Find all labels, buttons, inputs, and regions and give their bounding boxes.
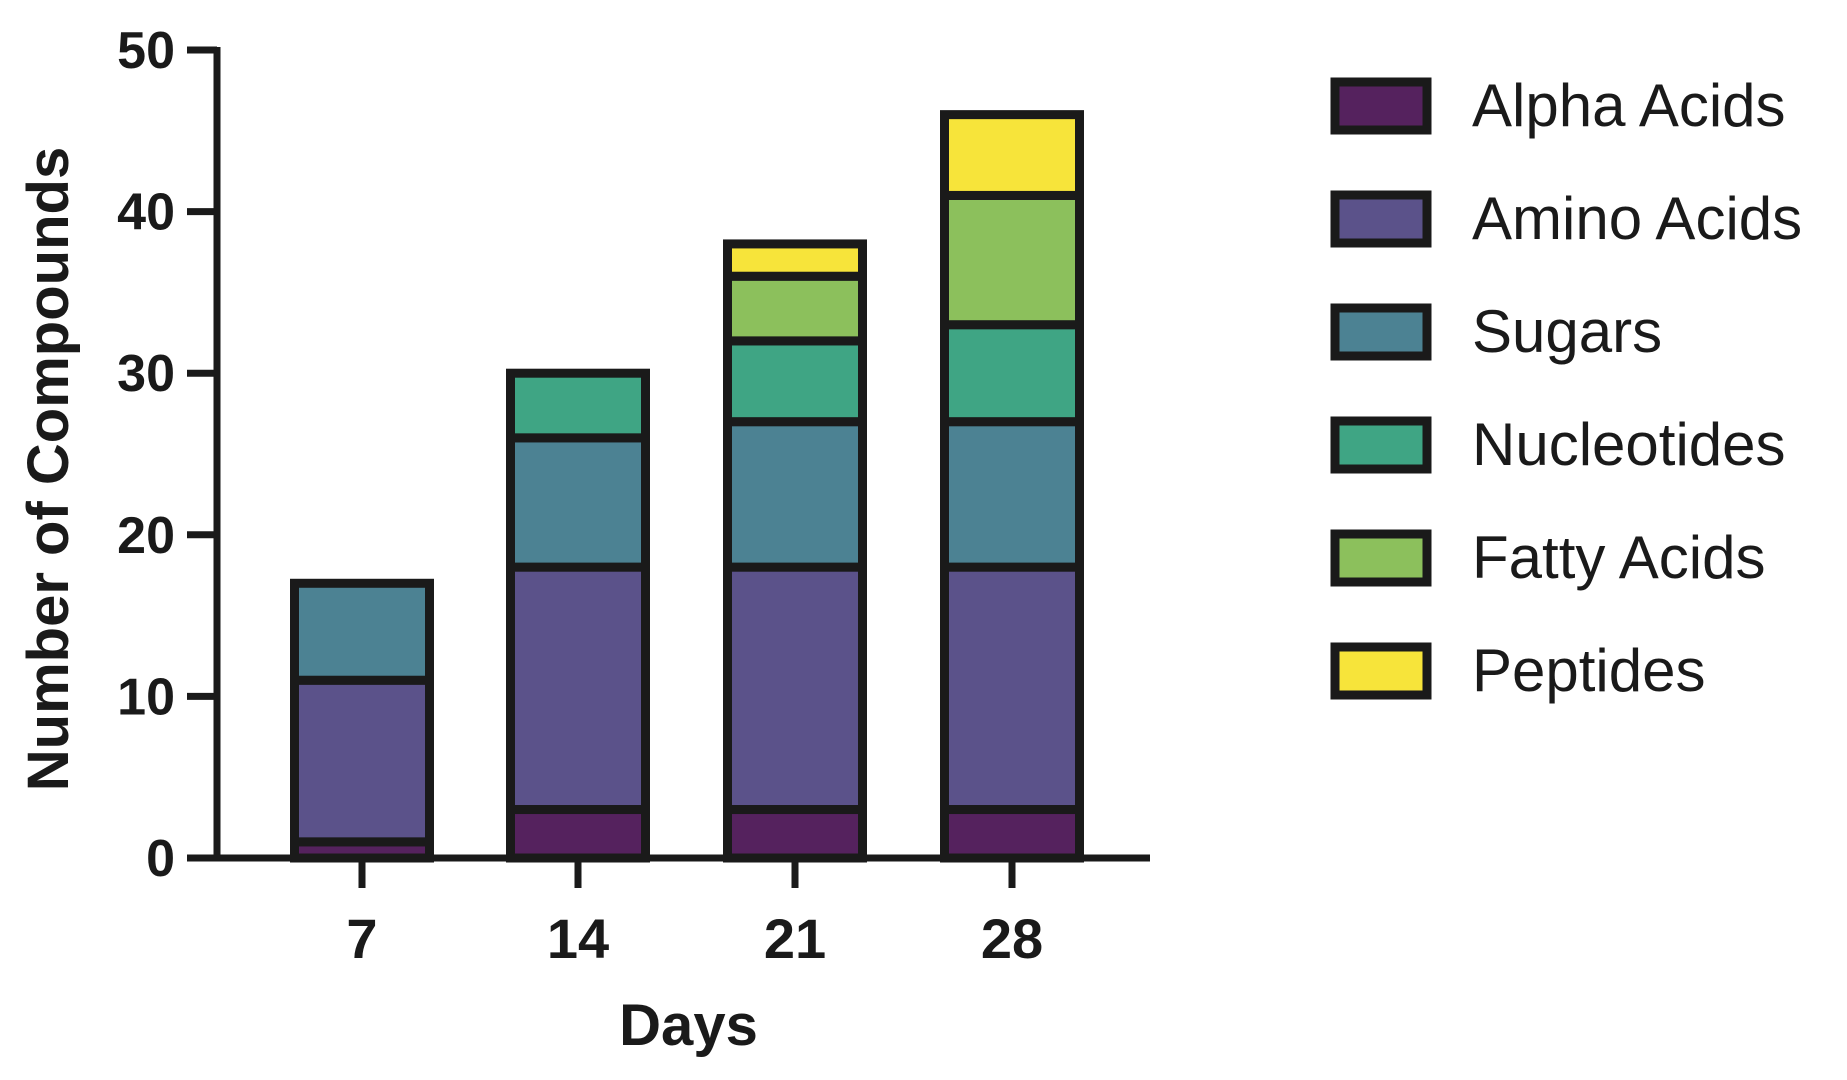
y-tick-label-10: 10	[117, 668, 175, 726]
bar-segment-amino-acids-day-21	[723, 562, 867, 815]
legend-swatch-amino-acids	[1330, 190, 1432, 248]
y-tick-label-30: 30	[117, 345, 175, 403]
x-axis-title: Days	[619, 993, 758, 1058]
y-tick-label-50: 50	[117, 22, 175, 80]
x-tick-label-14: 14	[547, 907, 609, 970]
x-tick-label-21: 21	[764, 907, 826, 970]
bar-segment-alpha-acids-day-28	[940, 805, 1084, 863]
legend-label-nucleotides: Nucleotides	[1472, 411, 1786, 478]
bar-segment-nucleotides-day-21	[723, 336, 867, 427]
legend-label-peptides: Peptides	[1472, 637, 1706, 704]
legend-swatch-nucleotides	[1330, 416, 1432, 474]
bar-segment-sugars-day-28	[940, 417, 1084, 572]
bar-segment-amino-acids-day-14	[506, 562, 650, 815]
legend-swatch-fatty-acids	[1330, 529, 1432, 587]
legend-item-amino-acids: Amino Acids	[1330, 185, 1802, 252]
bar-segment-nucleotides-day-14	[506, 368, 650, 443]
bar-segment-sugars-day-7	[290, 578, 434, 685]
bar-segment-fatty-acids-day-21	[723, 271, 867, 346]
y-tick-label-40: 40	[117, 184, 175, 242]
y-tick-label-20: 20	[117, 507, 175, 565]
bars-layer	[290, 110, 1084, 863]
x-tick-label-7: 7	[346, 907, 377, 970]
bar-segment-amino-acids-day-28	[940, 562, 1084, 815]
legend-swatch-sugars	[1330, 303, 1432, 361]
y-tick-label-0: 0	[146, 830, 175, 888]
bar-segment-sugars-day-21	[723, 417, 867, 572]
legend-label-sugars: Sugars	[1472, 298, 1662, 365]
bar-segment-alpha-acids-day-21	[723, 805, 867, 863]
bar-segment-sugars-day-14	[506, 433, 650, 572]
y-axis-title: Number of Compounds	[16, 147, 81, 791]
x-tick-label-28: 28	[981, 907, 1043, 970]
legend-swatch-peptides	[1330, 642, 1432, 700]
bar-segment-fatty-acids-day-28	[940, 190, 1084, 330]
bar-segment-alpha-acids-day-14	[506, 805, 650, 863]
legend-item-nucleotides: Nucleotides	[1330, 411, 1786, 478]
legend-label-fatty-acids: Fatty Acids	[1472, 524, 1765, 591]
bar-segment-nucleotides-day-28	[940, 320, 1084, 427]
bar-segment-peptides-day-28	[940, 110, 1084, 200]
legend-item-peptides: Peptides	[1330, 637, 1706, 704]
legend-label-amino-acids: Amino Acids	[1472, 185, 1802, 252]
legend-label-alpha-acids: Alpha Acids	[1472, 72, 1786, 139]
legend-item-alpha-acids: Alpha Acids	[1330, 72, 1786, 139]
bar-segment-peptides-day-21	[723, 239, 867, 281]
bar-segment-amino-acids-day-7	[290, 675, 434, 847]
axes-layer: 0 10 20 30 40 50 7 14 21 28 Days Number of Compound…	[16, 22, 1150, 1058]
legend-item-sugars: Sugars	[1330, 298, 1662, 365]
legend-swatch-alpha-acids	[1330, 77, 1432, 135]
legend-item-fatty-acids: Fatty Acids	[1330, 524, 1765, 591]
legend: Alpha Acids Amino Acids Sugars Nucleotides F…	[1330, 72, 1802, 704]
